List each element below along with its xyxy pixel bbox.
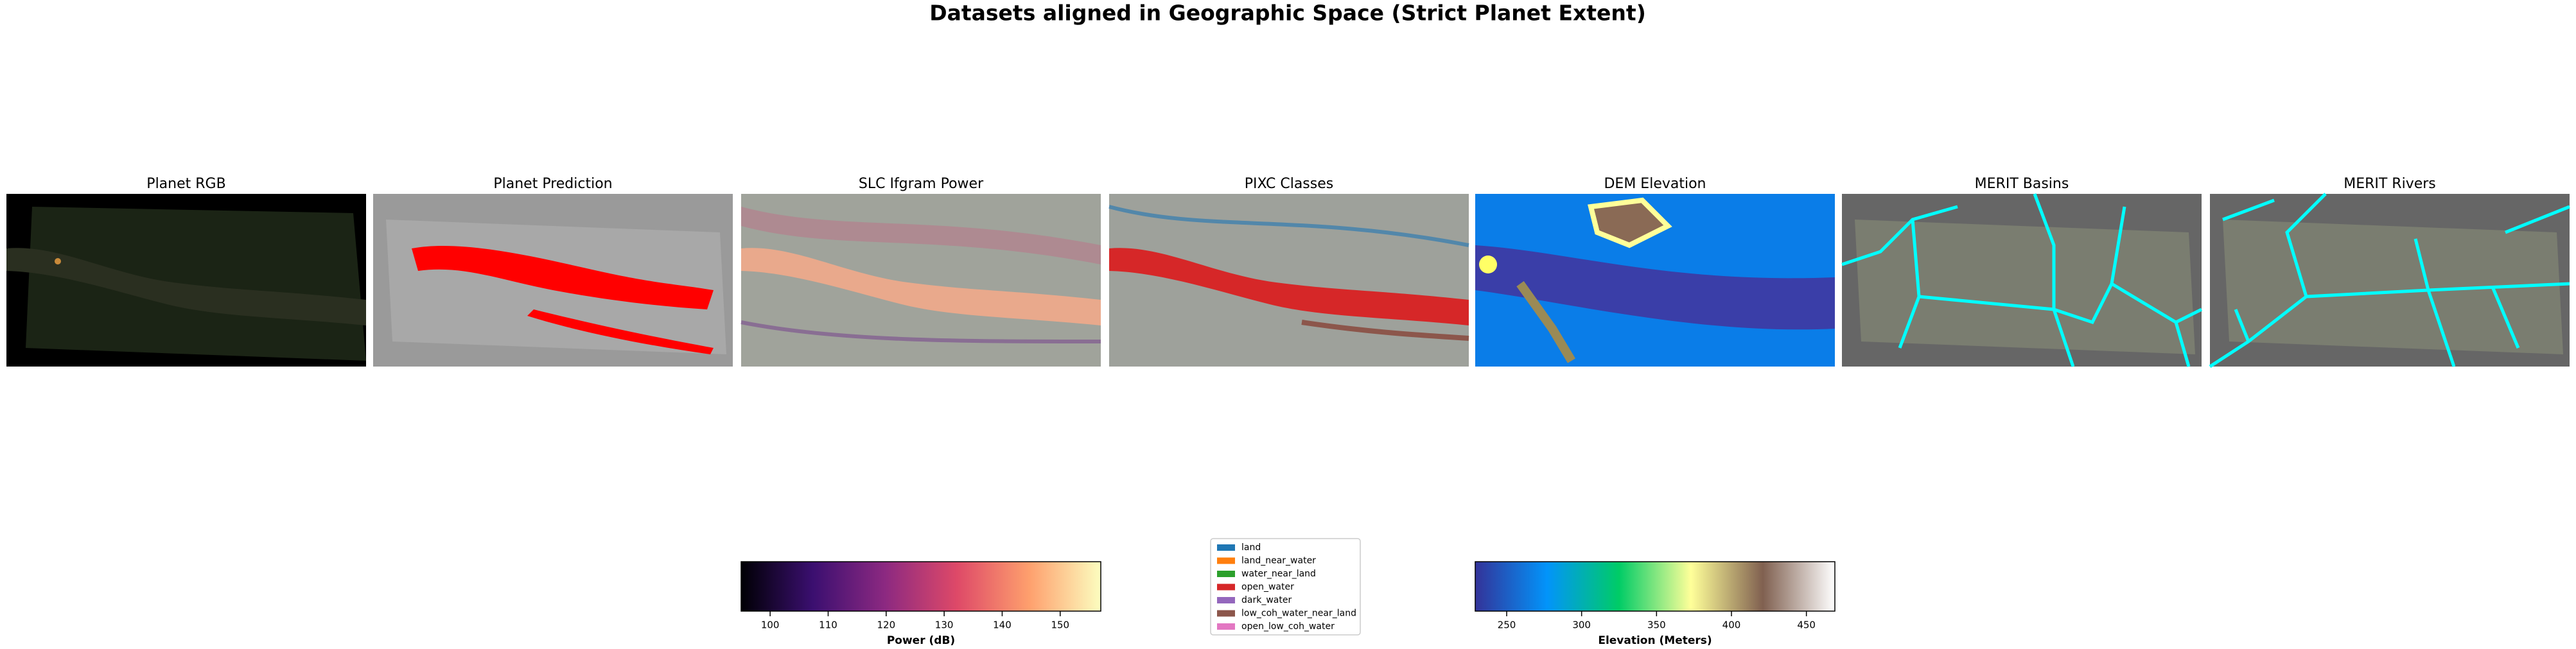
legend-swatch <box>1217 623 1235 630</box>
panel-title: PIXC Classes <box>1245 176 1333 192</box>
colorbar-tick-label: 350 <box>1647 619 1666 631</box>
legend-label: land_near_water <box>1241 556 1316 566</box>
panels: Planet RGB Planet Prediction SLC Ifgram Po… <box>146 176 2435 192</box>
legend-label: land <box>1241 542 1261 553</box>
legend-swatch <box>1217 557 1235 564</box>
legend-swatch <box>1217 584 1235 591</box>
legend-swatch <box>1217 597 1235 603</box>
colorbars: 100 110 120 130 140 150 Power (dB) 250 300 350 400… <box>740 561 1836 647</box>
legend: land land_near_water water_near_land open_w… <box>1210 538 1361 636</box>
legend-label: water_near_land <box>1241 569 1316 579</box>
legend-label: low_coh_water_near_land <box>1241 609 1356 619</box>
panel-title: Planet Prediction <box>493 176 612 192</box>
colorbar-tick-label: 300 <box>1572 619 1591 631</box>
dem-image <box>1475 194 1835 367</box>
colorbar-tick-label: 140 <box>993 619 1012 631</box>
panel-title: Planet RGB <box>146 176 225 192</box>
panel-title: SLC Ifgram Power <box>859 176 984 192</box>
colorbar-tick-label: 150 <box>1051 619 1069 631</box>
colorbar-tick-label: 250 <box>1498 619 1516 631</box>
panel-title: DEM Elevation <box>1604 176 1706 192</box>
panel-title: MERIT Basins <box>1975 176 2069 192</box>
power-image <box>740 194 1101 367</box>
rgb-image <box>6 194 366 367</box>
colorbar-tick-label: 110 <box>819 619 837 631</box>
panel-imagery <box>6 193 2570 368</box>
basins-image <box>1841 193 2203 367</box>
rivers-image <box>2209 193 2570 368</box>
legend-swatch <box>1217 571 1235 577</box>
pixc-image <box>1108 194 1469 367</box>
legend-label: dark_water <box>1241 595 1292 605</box>
colorbar-tick-label: 130 <box>935 619 954 631</box>
legend-swatch <box>1217 544 1235 551</box>
figure-title: Datasets aligned in Geographic Space (St… <box>929 1 1646 26</box>
panel-title: MERIT Rivers <box>2344 176 2436 192</box>
colorbar-tick-label: 450 <box>1797 619 1816 631</box>
prediction-image <box>373 194 733 367</box>
legend-swatch <box>1217 610 1235 617</box>
colorbar <box>1475 561 1836 612</box>
legend-label: open_low_coh_water <box>1241 621 1335 632</box>
legend-box <box>1210 538 1361 636</box>
colorbar <box>740 561 1101 612</box>
colorbar-tick-label: 100 <box>761 619 780 631</box>
legend-label: open_water <box>1241 582 1294 593</box>
colorbar-label: Elevation (Meters) <box>1598 634 1712 647</box>
colorbar-tick-label: 120 <box>877 619 895 631</box>
colorbar-label: Power (dB) <box>887 634 955 647</box>
colorbar-tick-label: 400 <box>1722 619 1741 631</box>
